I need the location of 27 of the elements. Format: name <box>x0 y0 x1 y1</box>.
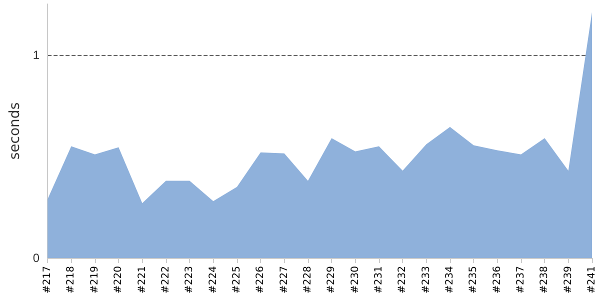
x-tick-label: #235 <box>468 266 480 294</box>
x-tick-label: #237 <box>515 266 526 294</box>
x-tick-label: #239 <box>562 266 574 294</box>
x-tick-label: #222 <box>160 266 172 294</box>
x-tick-label: #228 <box>302 266 314 294</box>
y-tick-label: 0 <box>32 251 40 265</box>
x-tick-label: #221 <box>136 266 148 294</box>
x-tick-label: #219 <box>89 266 100 294</box>
y-axis-title: seconds <box>7 102 23 160</box>
x-tick-label: #226 <box>255 266 266 294</box>
x-tick-label: #231 <box>373 266 384 294</box>
x-tick-label: #230 <box>350 266 361 294</box>
x-tick-label: #241 <box>586 266 598 294</box>
x-tick-label: #238 <box>539 266 550 294</box>
x-tick-label: #220 <box>113 266 124 294</box>
x-tick-label: #229 <box>326 266 338 294</box>
x-tick-label: #224 <box>208 266 219 294</box>
x-tick-label: #233 <box>420 266 432 294</box>
y-tick-label: 1 <box>32 48 40 62</box>
x-tick-label: #236 <box>492 266 503 294</box>
x-tick-label: #225 <box>231 266 242 294</box>
x-tick-label: #223 <box>184 266 196 294</box>
x-tick-label: #227 <box>278 266 290 294</box>
x-tick-label: #234 <box>444 266 456 294</box>
x-tick-label: #217 <box>42 266 54 294</box>
x-tick-label: #232 <box>397 266 408 294</box>
x-tick-label: #218 <box>66 266 77 294</box>
